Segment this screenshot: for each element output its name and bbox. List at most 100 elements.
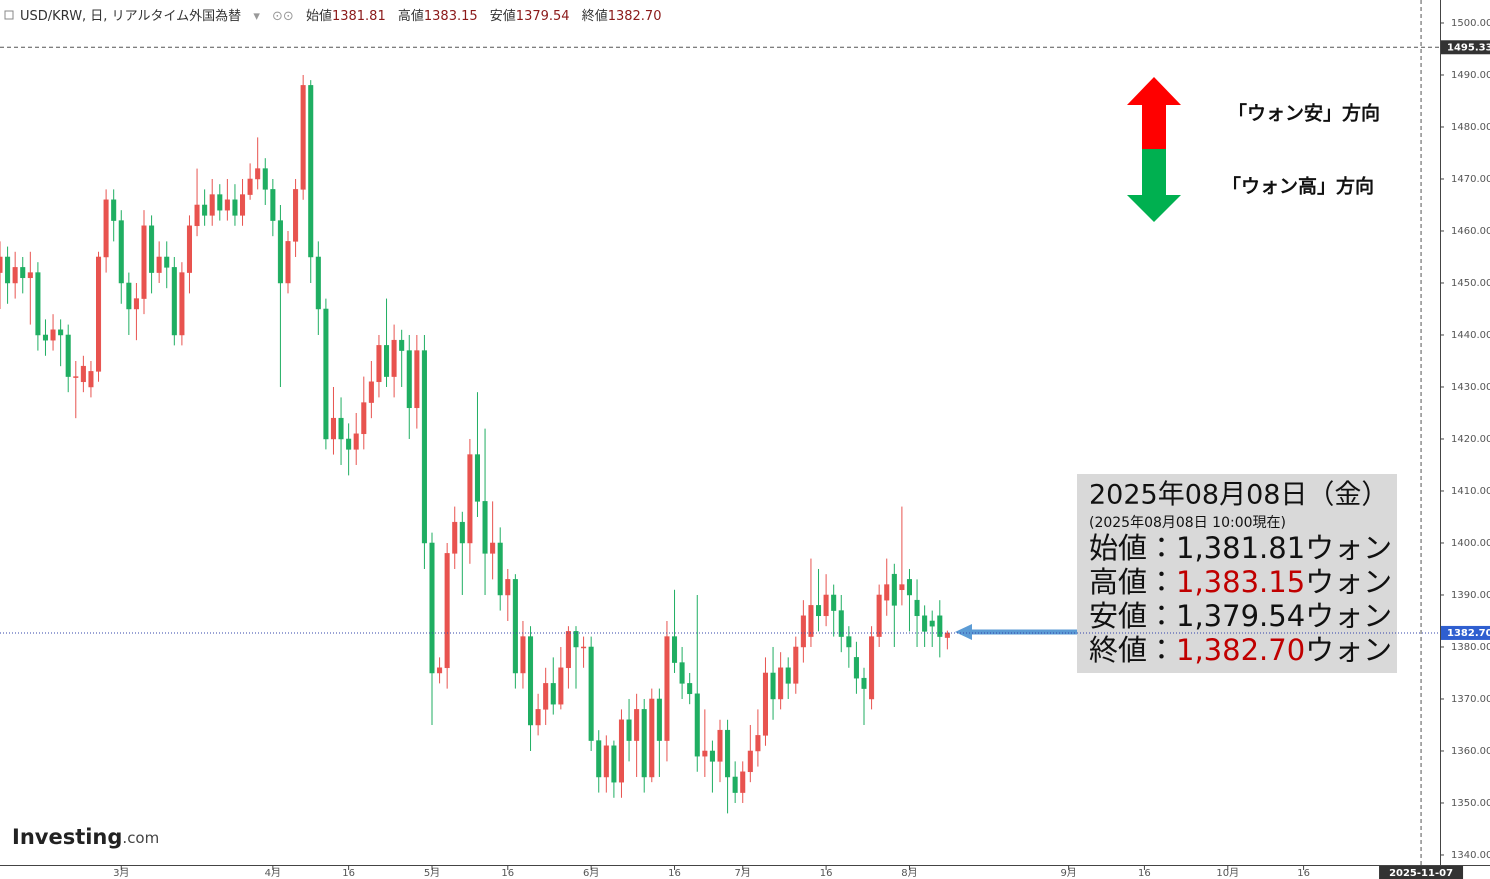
- logo-brand: Investing: [12, 825, 122, 849]
- candle-body: [505, 579, 511, 596]
- candle-body: [88, 371, 94, 388]
- candle-body: [247, 178, 253, 195]
- candle-body: [558, 667, 564, 705]
- candle-body: [914, 599, 920, 617]
- candle-body: [747, 750, 753, 773]
- y-tick-label: 1430.00: [1451, 382, 1490, 393]
- candle-body: [376, 345, 382, 383]
- collapse-icon[interactable]: [4, 10, 14, 20]
- candle-body: [565, 631, 571, 669]
- info-row: 安値：1,379.54ウォン: [1089, 599, 1392, 633]
- candle-body: [543, 683, 549, 710]
- candle-body: [459, 521, 465, 544]
- info-unit: ウォン: [1305, 565, 1392, 599]
- candle-body: [755, 735, 761, 752]
- candle-body: [0, 256, 3, 273]
- down-arrow: [1127, 149, 1181, 222]
- candle-body: [573, 631, 579, 648]
- x-tick-label: 5月: [424, 867, 440, 879]
- info-row: 終値：1,382.70ウォン: [1089, 633, 1392, 667]
- y-tick-label: 1470.00: [1451, 174, 1490, 185]
- candle-body: [603, 745, 609, 778]
- info-label: 終値：: [1089, 633, 1176, 667]
- x-tick-label: 16: [1297, 868, 1310, 879]
- candle-body: [732, 776, 738, 793]
- candle-body: [694, 693, 700, 757]
- direction-label: 「ウォン安」方向: [1228, 102, 1380, 125]
- candle-body: [42, 334, 48, 341]
- close-label: 終値: [582, 8, 608, 24]
- candle-body: [111, 199, 117, 221]
- candle-body: [740, 771, 746, 793]
- candle-body: [27, 272, 33, 279]
- candle-body: [672, 636, 678, 663]
- candle-body: [35, 272, 41, 336]
- candle-body: [581, 646, 587, 649]
- candle-body: [906, 579, 912, 596]
- high-label: 高値: [398, 8, 424, 24]
- candle-body: [270, 189, 276, 221]
- candle-body: [512, 579, 518, 674]
- x-tick-label: 16: [342, 868, 355, 879]
- candle-body: [171, 267, 177, 336]
- candle-body: [277, 220, 283, 284]
- info-row: 始値：1,381.81ウォン: [1089, 531, 1392, 565]
- candle-body: [717, 729, 723, 762]
- candle-body: [217, 194, 223, 211]
- candle-body: [702, 750, 708, 757]
- candle-body: [118, 220, 124, 284]
- y-tick-label: 1460.00: [1451, 226, 1490, 237]
- candle-body: [444, 553, 450, 669]
- candle-body: [164, 256, 170, 268]
- candle-body: [793, 646, 799, 684]
- info-unit: ウォン: [1305, 633, 1392, 667]
- candle-body: [20, 267, 26, 279]
- candle-body: [467, 454, 473, 544]
- info-label: 高値：: [1089, 565, 1176, 599]
- candle-body: [816, 605, 822, 617]
- candle-body: [838, 610, 844, 637]
- y-tick-label: 1370.00: [1451, 694, 1490, 705]
- x-tick-label: 10月: [1216, 867, 1239, 879]
- candle-body: [73, 376, 79, 378]
- candle-body: [240, 194, 246, 216]
- high-value: 1383.15: [424, 9, 478, 24]
- candle-body: [285, 241, 291, 284]
- y-tick-label: 1380.00: [1451, 642, 1490, 653]
- settings-icons: ⊙⊙: [272, 9, 294, 24]
- info-box: [1077, 474, 1397, 673]
- info-unit: ウォン: [1305, 531, 1392, 565]
- candle-body: [80, 365, 86, 383]
- x-tick-label: 8月: [901, 867, 917, 879]
- candle-body: [876, 594, 882, 637]
- candle-body: [179, 272, 185, 336]
- candle-body: [262, 168, 268, 190]
- candle-body: [133, 298, 139, 310]
- candle-body: [649, 698, 655, 778]
- candle-body: [679, 662, 685, 684]
- logo: Investing.com: [12, 825, 159, 849]
- info-value: 1,383.15: [1176, 565, 1305, 599]
- candle-body: [224, 199, 230, 211]
- x-tick-label: 16: [1138, 868, 1151, 879]
- y-tick-label: 1410.00: [1451, 486, 1490, 497]
- open-value: 1381.81: [332, 9, 386, 24]
- candle-body: [368, 381, 374, 403]
- candle-body: [641, 709, 647, 778]
- x-tick-label: 3月: [113, 867, 129, 879]
- candle-body: [399, 339, 405, 351]
- candle-body: [58, 329, 64, 336]
- candle-body: [437, 667, 443, 674]
- y-tick-label: 1390.00: [1451, 590, 1490, 601]
- candle-body: [588, 646, 594, 741]
- y-tick-label: 1480.00: [1451, 122, 1490, 133]
- candle-body: [823, 594, 829, 617]
- candle-body: [596, 740, 602, 778]
- candle-body: [330, 417, 336, 440]
- candle-body: [50, 329, 56, 341]
- candle-body: [762, 672, 768, 736]
- y-tick-label: 1360.00: [1451, 746, 1490, 757]
- candles: [0, 74, 950, 814]
